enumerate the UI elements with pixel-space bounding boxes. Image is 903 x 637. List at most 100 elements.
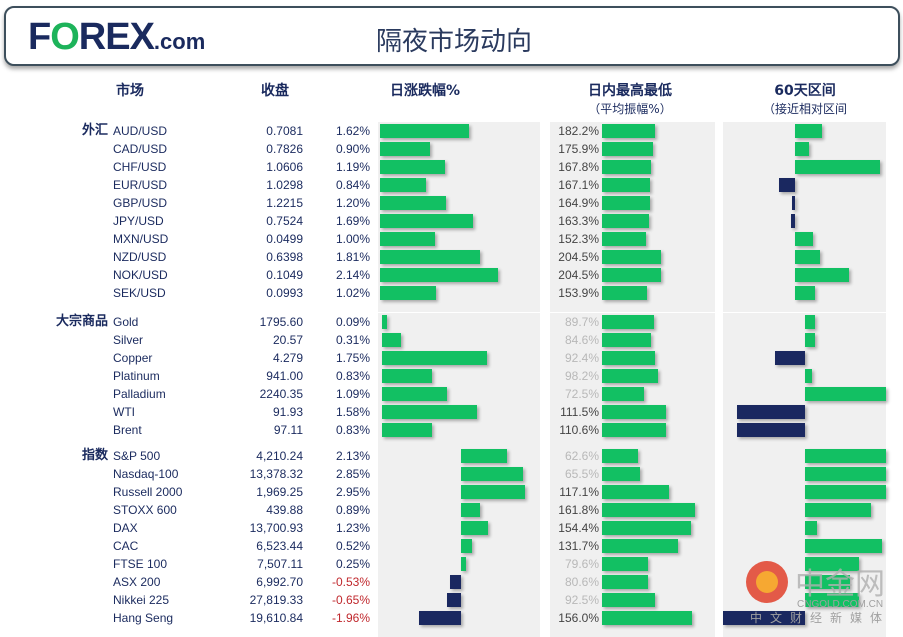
column-subheader-range: （平均振幅%） bbox=[588, 102, 672, 116]
change-bar bbox=[382, 369, 432, 383]
sixty-day-bar bbox=[790, 214, 795, 228]
range-value: 167.1% bbox=[558, 178, 599, 192]
market-name: NZD/USD bbox=[113, 250, 167, 264]
change-bar bbox=[418, 611, 461, 625]
range-bar bbox=[602, 232, 647, 246]
change-value: 1.75% bbox=[335, 351, 370, 365]
market-name: Copper bbox=[113, 351, 153, 365]
range-value: 79.6% bbox=[564, 557, 599, 571]
cngold-watermark: 中金网 CNGOLD.COM.CN 中文财经新媒体 bbox=[746, 561, 885, 625]
close-value: 20.57 bbox=[272, 333, 303, 347]
close-value: 7,507.11 bbox=[257, 557, 303, 571]
range-value: 153.9% bbox=[558, 286, 599, 300]
range-bar bbox=[602, 333, 651, 347]
column-header-sixty: 60天区间 bbox=[774, 83, 836, 99]
sixty-day-bar bbox=[805, 449, 886, 463]
range-value: 72.5% bbox=[564, 387, 599, 401]
change-value: 0.84% bbox=[335, 178, 370, 192]
range-value: 161.8% bbox=[558, 503, 599, 517]
sixty-day-bar bbox=[775, 351, 805, 365]
range-bar bbox=[602, 503, 696, 517]
sixty-day-bar bbox=[792, 196, 795, 210]
change-value: 2.85% bbox=[335, 467, 370, 481]
sixty-day-bar bbox=[805, 387, 886, 401]
range-bar bbox=[602, 611, 692, 625]
market-name: GBP/USD bbox=[113, 196, 168, 210]
change-value: 0.89% bbox=[335, 503, 370, 517]
sixty-day-bar bbox=[805, 575, 850, 589]
range-bar bbox=[602, 405, 667, 419]
close-value: 4.279 bbox=[272, 351, 303, 365]
close-value: 97.11 bbox=[273, 423, 303, 437]
range-value: 152.3% bbox=[558, 232, 599, 246]
page-title: 隔夜市场动向 bbox=[376, 27, 533, 57]
close-value: 2240.35 bbox=[259, 387, 303, 401]
change-value: 0.31% bbox=[335, 333, 370, 347]
range-bar bbox=[602, 142, 653, 156]
market-name: Nikkei 225 bbox=[113, 593, 170, 607]
market-name: S&P 500 bbox=[113, 449, 161, 463]
range-bar bbox=[602, 423, 666, 437]
market-name: Gold bbox=[113, 315, 139, 329]
close-value: 91.93 bbox=[272, 405, 303, 419]
close-value: 439.88 bbox=[266, 503, 303, 517]
close-value: 1,969.25 bbox=[256, 485, 303, 499]
sixty-day-bar bbox=[795, 286, 816, 300]
range-bar bbox=[602, 250, 662, 264]
range-value: 117.1% bbox=[559, 485, 599, 499]
range-value: 110.6% bbox=[559, 423, 599, 437]
change-bar bbox=[382, 423, 432, 437]
change-value: -0.65% bbox=[331, 593, 370, 607]
close-value: 6,523.44 bbox=[256, 539, 303, 553]
range-value: 167.8% bbox=[558, 160, 599, 174]
market-name: STOXX 600 bbox=[113, 503, 177, 517]
close-value: 1.0298 bbox=[266, 178, 303, 192]
change-value: 1.09% bbox=[335, 387, 370, 401]
close-value: 0.0993 bbox=[266, 286, 303, 300]
market-name: CAC bbox=[113, 539, 139, 553]
change-bar bbox=[382, 351, 487, 365]
change-value: 1.02% bbox=[335, 286, 370, 300]
sixty-day-bar bbox=[805, 557, 860, 571]
change-value: 0.83% bbox=[335, 369, 370, 383]
column-header-close: 收盘 bbox=[261, 83, 289, 99]
column-subheader-sixty: （接近相对区间 bbox=[762, 102, 847, 116]
range-value: 154.4% bbox=[558, 521, 599, 535]
forex-logo: FOREX.com bbox=[28, 16, 206, 58]
close-value: 4,210.24 bbox=[256, 449, 303, 463]
market-name: DAX bbox=[113, 521, 138, 535]
range-value: 80.6% bbox=[564, 575, 599, 589]
change-bar bbox=[461, 449, 507, 463]
market-name: AUD/USD bbox=[113, 124, 168, 138]
sixty-day-bar bbox=[795, 160, 880, 174]
change-bar bbox=[461, 503, 481, 517]
change-value: 1.19% bbox=[335, 160, 370, 174]
group-label: 外汇 bbox=[81, 123, 108, 138]
change-bar bbox=[446, 593, 461, 607]
change-bar bbox=[461, 521, 488, 535]
range-value: 182.2% bbox=[558, 124, 599, 138]
close-value: 0.7826 bbox=[266, 142, 303, 156]
market-name: Nasdaq-100 bbox=[113, 467, 179, 481]
change-bar bbox=[382, 387, 448, 401]
sixty-day-bar bbox=[736, 423, 805, 437]
range-value: 92.5% bbox=[564, 593, 599, 607]
sixty-day-bar bbox=[795, 232, 814, 246]
market-name: FTSE 100 bbox=[113, 557, 168, 571]
range-value: 92.4% bbox=[564, 351, 599, 365]
market-name: Palladium bbox=[113, 387, 166, 401]
change-bar bbox=[461, 557, 467, 571]
sixty-day-bar bbox=[805, 539, 882, 553]
close-value: 1.2215 bbox=[266, 196, 303, 210]
close-value: 1795.60 bbox=[259, 315, 303, 329]
market-name: ASX 200 bbox=[113, 575, 161, 589]
close-value: 0.7081 bbox=[266, 124, 303, 138]
range-bar bbox=[602, 539, 678, 553]
sixty-day-bar bbox=[805, 467, 886, 481]
range-value: 175.9% bbox=[558, 142, 599, 156]
change-value: 1.00% bbox=[335, 232, 370, 246]
change-value: 0.25% bbox=[335, 557, 370, 571]
header-banner: FOREX.com 隔夜市场动向 bbox=[4, 6, 900, 66]
change-value: 1.20% bbox=[335, 196, 370, 210]
change-value: 2.14% bbox=[335, 268, 370, 282]
